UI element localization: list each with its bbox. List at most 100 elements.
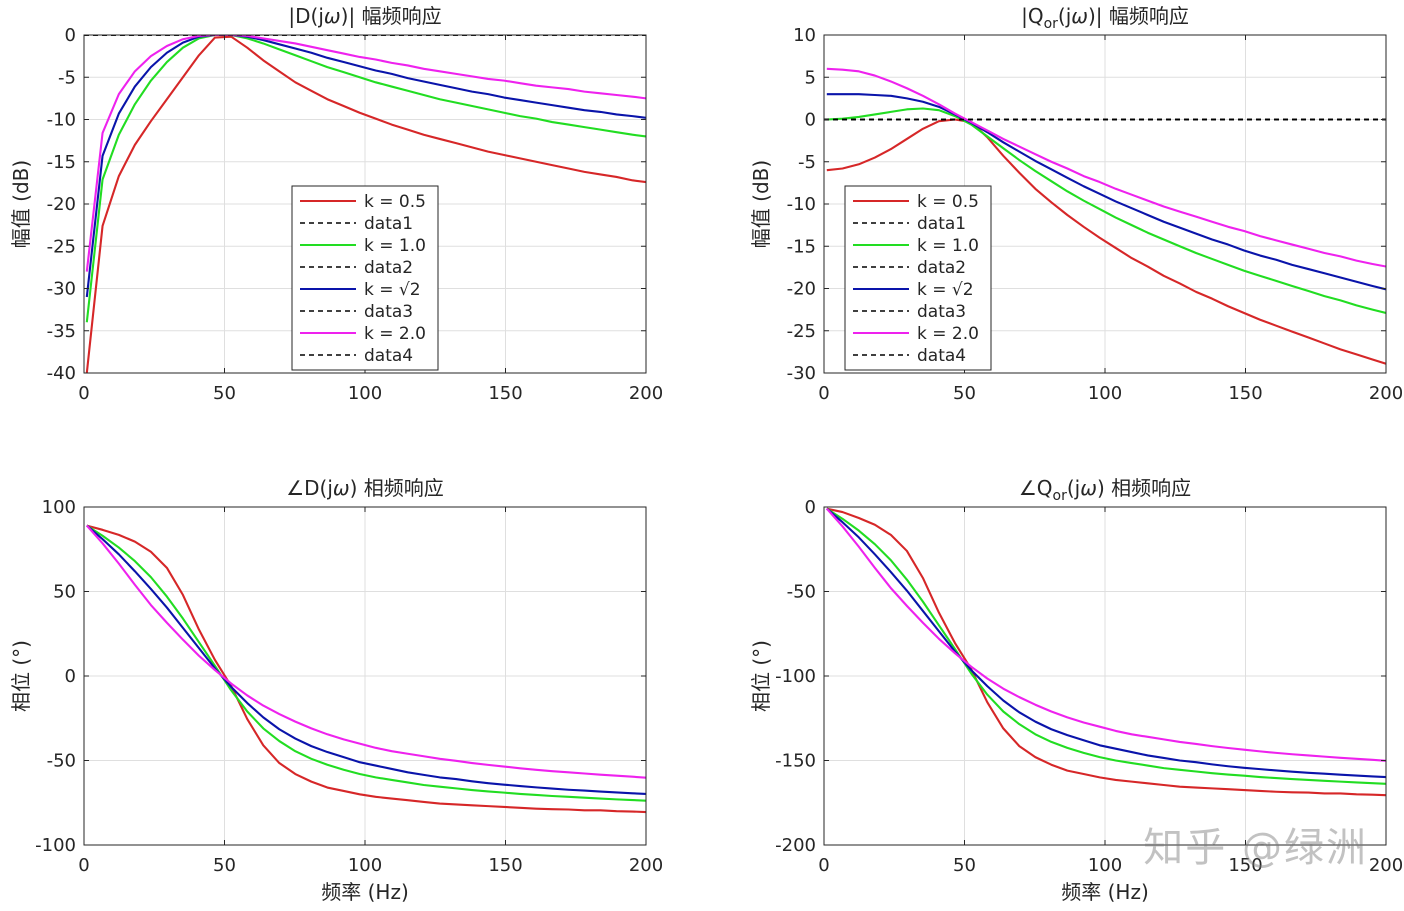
- legend-box: [291, 185, 439, 371]
- title-part: |D(j: [288, 4, 324, 28]
- title-omega: ω: [324, 4, 341, 28]
- x-tick-label-1: 50: [213, 855, 236, 876]
- y-tick-label-3: -15: [787, 236, 816, 257]
- y-tick-label-5: -15: [47, 152, 76, 173]
- y-tick-label-0: -100: [35, 835, 76, 856]
- legend-label-4: data2: [364, 258, 413, 278]
- series-line-3: [826, 107, 1386, 315]
- series-group: [84, 35, 646, 373]
- y-axis-label: 相位 (°): [9, 640, 33, 712]
- y-tick-label-8: 0: [65, 25, 76, 46]
- title-part: (j: [1058, 4, 1071, 28]
- chart-title: |D(jω)| 幅频响应: [288, 4, 441, 28]
- y-tick-label-4: -20: [47, 194, 76, 215]
- y-tick-label-0: -200: [775, 835, 816, 856]
- legend-label-2: data1: [917, 214, 966, 234]
- legend-label-2: data1: [364, 214, 413, 234]
- x-tick-label-1: 50: [953, 383, 976, 404]
- series-line-1: [826, 118, 1386, 365]
- x-tick-label-1: 50: [213, 383, 236, 404]
- y-axis-label: 幅值 (dB): [9, 160, 33, 248]
- title-part: )| 幅频响应: [1088, 4, 1189, 28]
- y-tick-label-3: -50: [787, 582, 816, 603]
- title-part: (j: [1067, 476, 1080, 500]
- series-line-1: [826, 507, 1386, 797]
- series-line-3: [85, 35, 646, 323]
- legend-label-1: k = 0.5: [917, 192, 979, 212]
- y-tick-label-6: -10: [47, 110, 76, 131]
- x-tick-label-4: 200: [629, 383, 663, 404]
- series-group: [826, 507, 1386, 797]
- legend-label-7: k = 2.0: [364, 324, 426, 344]
- y-tick-label-3: -25: [47, 236, 76, 257]
- series-line-7: [826, 67, 1386, 268]
- legend-label-1: k = 0.5: [364, 192, 426, 212]
- chart-panel-1: 0 50 100 150 200 -40 -35 -30 -25 -20 -15 -10 -5 0 |D(j…: [9, 4, 663, 404]
- series-line-2: [86, 524, 646, 802]
- legend-label-5: k = √2: [364, 280, 421, 300]
- x-tick-label-2: 100: [1088, 855, 1122, 876]
- x-axis-label: 频率 (Hz): [1061, 880, 1149, 904]
- title-part: ) 相频响应: [1097, 476, 1191, 500]
- y-tick-label-7: -5: [58, 67, 76, 88]
- title-part: ∠Q: [1019, 476, 1053, 500]
- x-tick-label-0: 0: [78, 855, 89, 876]
- legend-box: [844, 185, 992, 371]
- y-tick-label-4: 0: [805, 497, 816, 518]
- series-group: [86, 524, 646, 814]
- series-line-4: [86, 524, 646, 779]
- legend-label-8: data4: [917, 346, 966, 366]
- x-tick-label-4: 200: [1369, 383, 1403, 404]
- x-tick-label-0: 0: [78, 383, 89, 404]
- series-line-3: [86, 524, 646, 796]
- series-line-5: [85, 35, 646, 298]
- chart-title: |Qor(jω)| 幅频响应: [1021, 4, 1189, 32]
- x-tick-label-1: 50: [953, 855, 976, 876]
- y-tick-label-4: 100: [42, 497, 76, 518]
- y-tick-label-1: -50: [47, 751, 76, 772]
- title-omega: ω: [1080, 476, 1097, 500]
- y-tick-label-1: -35: [47, 321, 76, 342]
- series-line-4: [826, 507, 1386, 762]
- x-tick-label-0: 0: [818, 383, 829, 404]
- chart-panel-2: 0 50 100 150 200 -30 -25 -20 -15 -10 -5 0 5 10 |Qor(jω…: [749, 4, 1403, 404]
- legend-label-3: k = 1.0: [364, 236, 426, 256]
- title-omega: ω: [333, 476, 350, 500]
- series-line-5: [826, 93, 1386, 291]
- y-tick-label-2: -100: [775, 666, 816, 687]
- legend-label-6: data3: [917, 302, 966, 322]
- series-line-3: [826, 507, 1386, 779]
- chart-panel-4: 0 50 100 150 200 -200 -150 -100 -50 0 ∠Qor(jω) 相频响…: [749, 476, 1403, 904]
- y-tick-label-3: 50: [53, 582, 76, 603]
- series-line-1: [85, 35, 646, 373]
- x-tick-label-2: 100: [348, 383, 382, 404]
- x-tick-label-3: 150: [488, 855, 522, 876]
- watermark: 知乎 @绿洲: [1143, 825, 1368, 871]
- title-part: ∠D(j: [286, 476, 333, 500]
- y-tick-label-8: 10: [793, 25, 816, 46]
- y-tick-label-1: -25: [787, 321, 816, 342]
- y-tick-label-6: 0: [805, 110, 816, 131]
- x-tick-label-2: 100: [348, 855, 382, 876]
- x-tick-label-2: 100: [1088, 383, 1122, 404]
- x-tick-label-0: 0: [818, 855, 829, 876]
- y-tick-label-5: -5: [798, 152, 816, 173]
- y-tick-label-1: -150: [775, 751, 816, 772]
- y-tick-label-0: -30: [787, 363, 816, 384]
- title-subscript: or: [1053, 488, 1068, 504]
- series-line-7: [85, 35, 646, 272]
- x-tick-label-4: 200: [629, 855, 663, 876]
- y-tick-label-2: -30: [47, 279, 76, 300]
- title-part: ) 相频响应: [350, 476, 444, 500]
- y-tick-label-2: 0: [65, 666, 76, 687]
- legend-label-8: data4: [364, 346, 413, 366]
- legend-label-6: data3: [364, 302, 413, 322]
- series-line-2: [826, 507, 1386, 785]
- x-tick-label-3: 150: [1228, 383, 1262, 404]
- title-omega: ω: [1071, 4, 1088, 28]
- y-tick-label-7: 5: [805, 67, 816, 88]
